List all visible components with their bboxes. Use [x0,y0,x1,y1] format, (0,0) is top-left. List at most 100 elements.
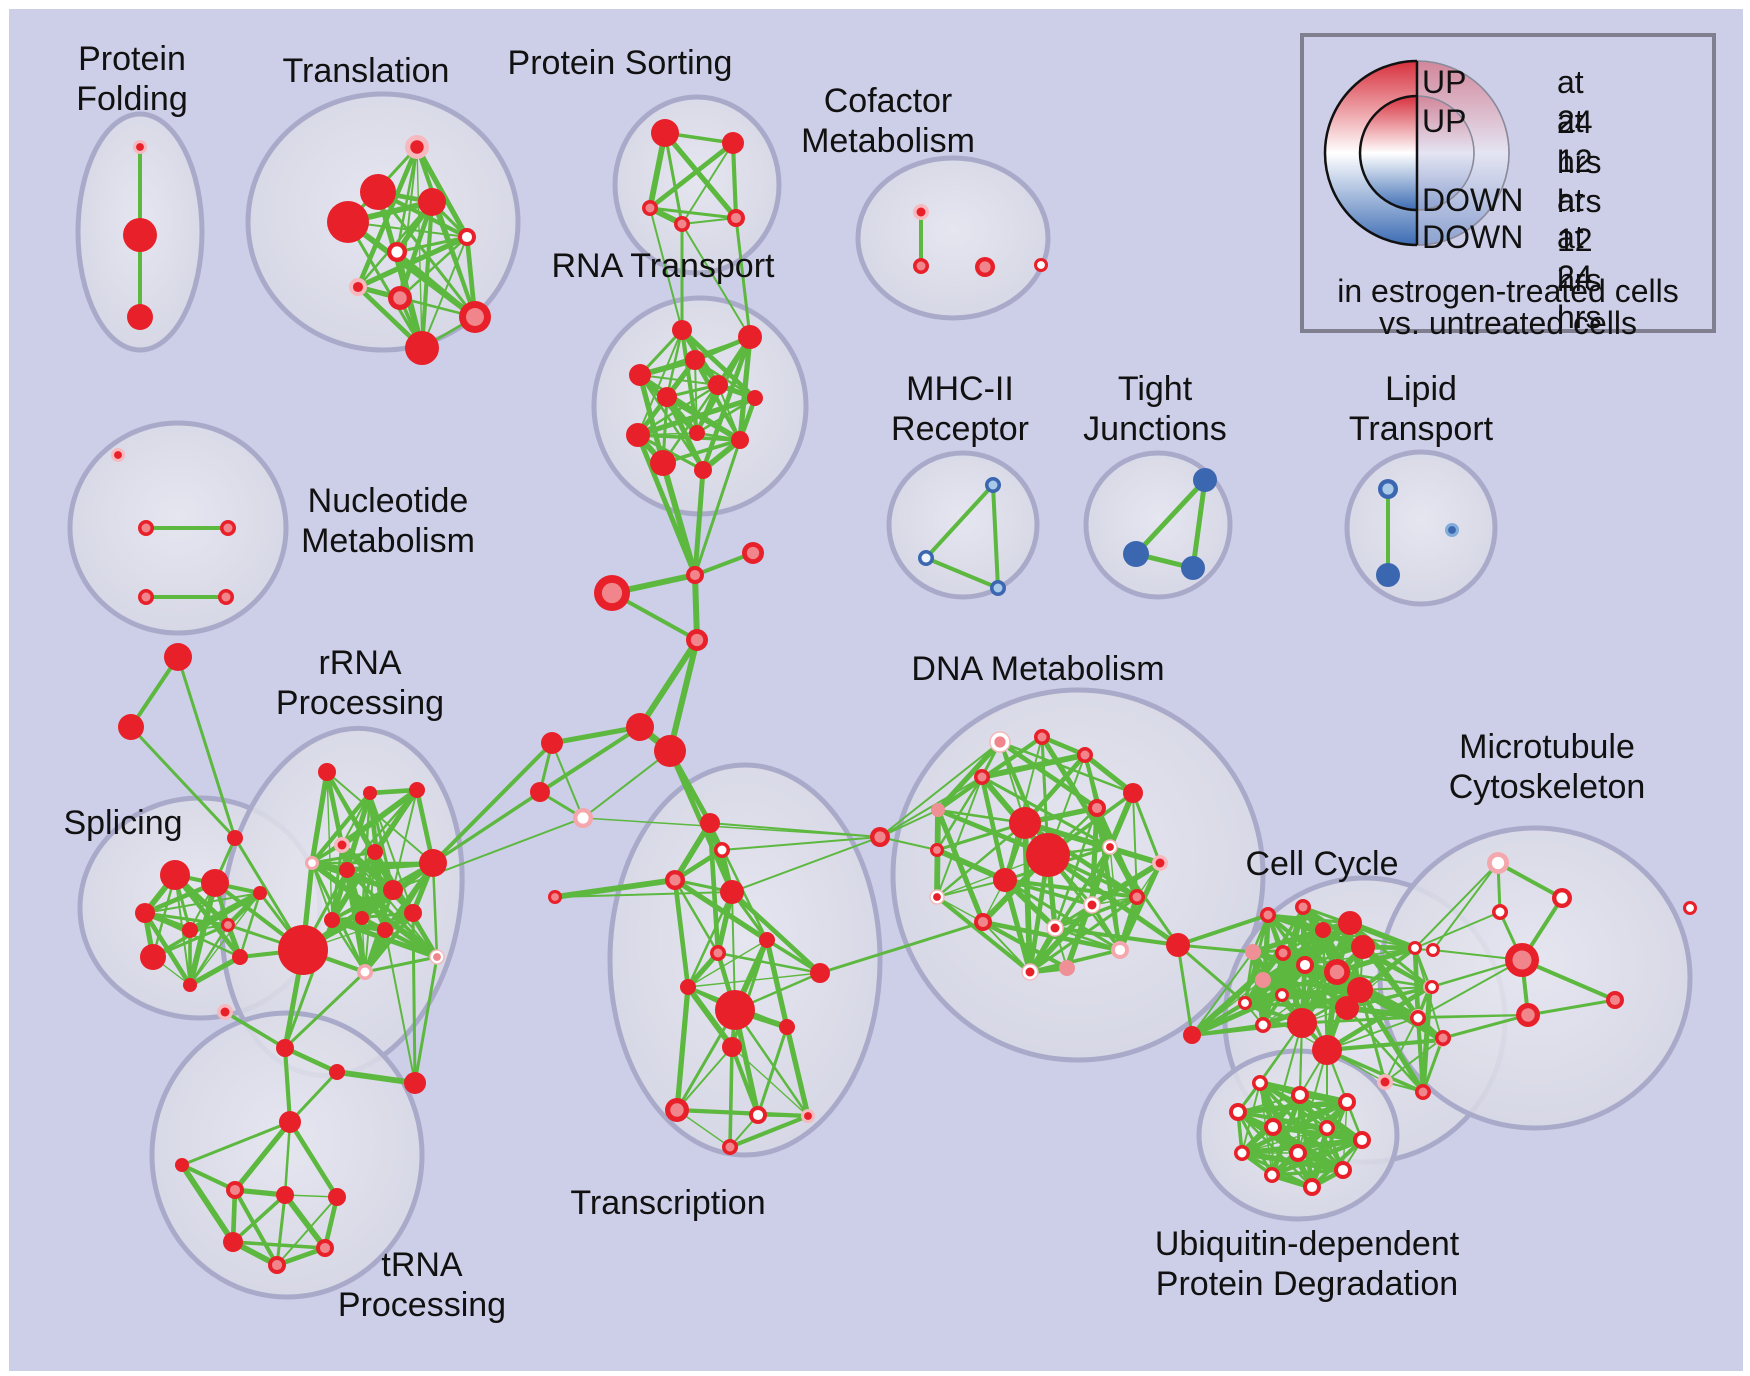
node-tx0[interactable] [700,813,720,833]
node-cw2[interactable] [573,808,593,828]
node-tx4[interactable] [720,880,744,904]
node-mt8[interactable] [1606,991,1624,1009]
node-pf0[interactable] [133,140,147,154]
node-dn16[interactable] [1083,896,1101,914]
node-tl5[interactable] [387,242,407,262]
node-rr6[interactable] [339,862,355,878]
node-sp8[interactable] [253,886,267,900]
node-ub2[interactable] [1338,1093,1356,1111]
node-mh2[interactable] [990,580,1006,596]
node-ch0[interactable] [742,542,764,564]
node-tn8[interactable] [328,1188,346,1206]
node-rr7[interactable] [419,849,447,877]
node-tn2[interactable] [329,1064,345,1080]
node-tn0[interactable] [217,1004,233,1020]
node-ps4[interactable] [727,209,745,227]
node-dn7[interactable] [1009,807,1041,839]
node-tn9[interactable] [223,1232,243,1252]
node-tj0[interactable] [1193,468,1217,492]
node-ub11[interactable] [1303,1178,1321,1196]
node-tx3[interactable] [548,890,562,904]
node-tn1[interactable] [276,1039,294,1057]
node-dn12[interactable] [993,868,1017,892]
node-cc7[interactable] [1296,956,1314,974]
node-ub8[interactable] [1289,1144,1307,1162]
node-rr11[interactable] [377,922,393,938]
node-ub1[interactable] [1291,1086,1309,1104]
node-mt1[interactable] [1552,888,1572,908]
node-ps0[interactable] [651,119,679,147]
node-ch3[interactable] [686,629,708,651]
node-mt7[interactable] [1516,1003,1540,1027]
node-tx14[interactable] [801,1109,815,1123]
node-dn2[interactable] [1077,747,1093,763]
node-ub6[interactable] [1353,1131,1371,1149]
node-nu4[interactable] [218,589,234,605]
node-cc14[interactable] [1287,1008,1317,1038]
node-dn8[interactable] [1026,833,1070,877]
node-sp6[interactable] [232,949,248,965]
node-rr4[interactable] [305,856,319,870]
node-mt4[interactable] [1426,943,1440,957]
node-tl7[interactable] [388,286,412,310]
node-cc1[interactable] [1295,899,1311,915]
node-cw1[interactable] [530,782,550,802]
node-sp4[interactable] [221,918,235,932]
node-rr15[interactable] [278,925,328,975]
node-rt2[interactable] [685,350,705,370]
node-ub9[interactable] [1264,1167,1280,1183]
node-pf2[interactable] [127,304,153,330]
node-tx2[interactable] [665,870,685,890]
node-rt10[interactable] [650,450,676,476]
node-tl0[interactable] [405,135,429,159]
node-cf2[interactable] [975,257,995,277]
node-rr10[interactable] [355,911,369,925]
node-rt5[interactable] [657,387,677,407]
node-cc15[interactable] [1312,1035,1342,1065]
node-tl2[interactable] [418,188,446,216]
node-dn9[interactable] [1102,839,1118,855]
node-rr3[interactable] [334,837,350,853]
node-tn3[interactable] [404,1072,426,1094]
node-cc4[interactable] [1351,935,1375,959]
node-rr1[interactable] [363,786,377,800]
node-sp7[interactable] [183,978,197,992]
node-ps1[interactable] [722,132,744,154]
node-dn5[interactable] [1123,783,1143,803]
node-rt4[interactable] [708,375,728,395]
node-cf3[interactable] [1034,258,1048,272]
node-tn11[interactable] [268,1256,286,1274]
node-tj1[interactable] [1123,541,1149,567]
node-st2[interactable] [227,830,243,846]
node-dn3[interactable] [974,769,990,785]
node-tx15[interactable] [722,1139,738,1155]
node-rt1[interactable] [738,325,762,349]
node-tn4[interactable] [279,1111,301,1133]
node-cc16[interactable] [1335,996,1359,1020]
node-dn14[interactable] [1129,889,1145,905]
node-rr13[interactable] [429,949,445,965]
node-dn21[interactable] [1166,933,1190,957]
node-dn10[interactable] [1152,855,1168,871]
node-sp5[interactable] [140,944,166,970]
node-dn19[interactable] [1021,963,1039,981]
node-cc17[interactable] [1408,941,1422,955]
node-dn15[interactable] [974,913,992,931]
node-cf1[interactable] [913,258,929,274]
node-dn11[interactable] [930,843,944,857]
node-nu2[interactable] [220,520,236,536]
node-tl8[interactable] [459,301,491,333]
node-cc13[interactable] [1255,1017,1271,1033]
node-rt7[interactable] [626,423,650,447]
node-tl4[interactable] [458,228,476,246]
node-mt3[interactable] [1505,943,1539,977]
node-dn13[interactable] [929,889,945,905]
node-ub4[interactable] [1264,1118,1282,1136]
node-hb0[interactable] [626,713,654,741]
node-lp0[interactable] [1378,479,1398,499]
node-ps3[interactable] [674,216,690,232]
node-sp2[interactable] [135,903,155,923]
node-tl9[interactable] [405,331,439,365]
node-dn1[interactable] [1034,729,1050,745]
node-ub10[interactable] [1334,1161,1352,1179]
